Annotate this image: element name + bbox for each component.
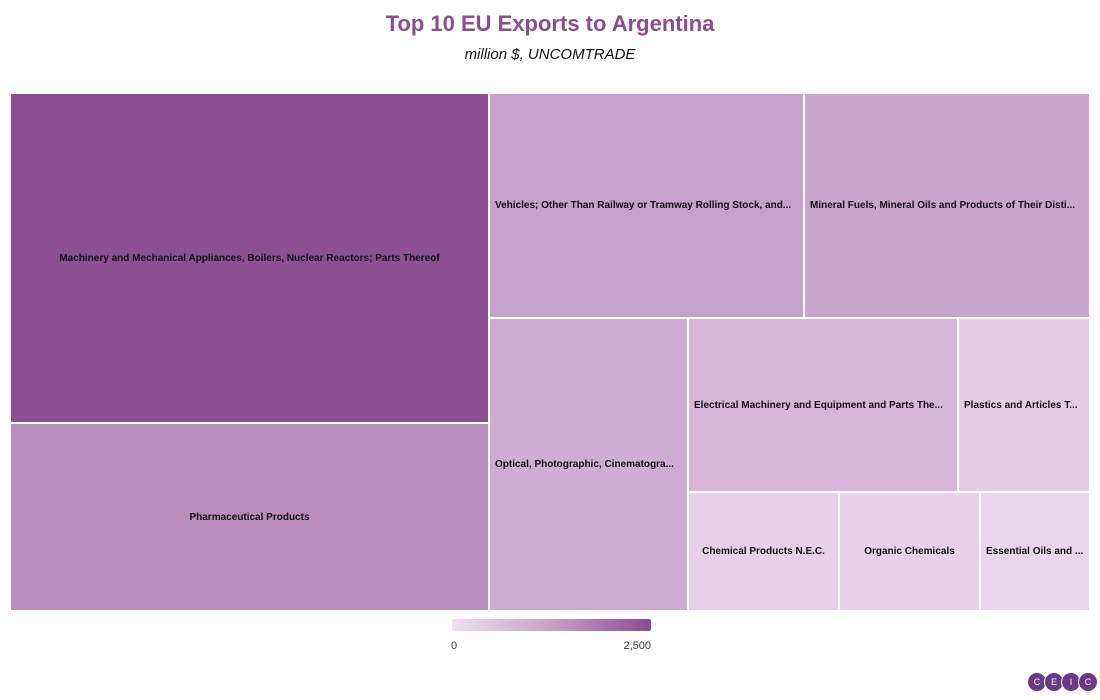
treemap-cell-label: Essential Oils and ...	[986, 546, 1084, 557]
color-scale-legend	[452, 619, 651, 631]
treemap-cell-label: Optical, Photographic, Cinematogra...	[495, 459, 674, 470]
treemap-cell[interactable]: Electrical Machinery and Equipment and P…	[688, 318, 958, 492]
logo-letter: C	[1078, 672, 1098, 692]
treemap-cell[interactable]: Mineral Fuels, Mineral Oils and Products…	[804, 93, 1090, 318]
treemap-cell-label: Vehicles; Other Than Railway or Tramway …	[495, 200, 792, 211]
treemap-cell[interactable]: Essential Oils and ...	[980, 492, 1090, 611]
treemap-cell-label: Machinery and Mechanical Appliances, Boi…	[59, 252, 440, 264]
treemap-cell-label: Electrical Machinery and Equipment and P…	[694, 399, 943, 411]
treemap-cell[interactable]: Plastics and Articles T...	[958, 318, 1090, 492]
treemap-cell[interactable]: Chemical Products N.E.C.	[688, 492, 839, 611]
treemap-cell[interactable]: Pharmaceutical Products	[10, 423, 489, 611]
legend-min-label: 0	[451, 640, 458, 652]
treemap-cell[interactable]: Optical, Photographic, Cinematogra...	[489, 318, 688, 611]
ceic-logo: C E I C	[1027, 672, 1098, 692]
treemap-cell-label: Mineral Fuels, Mineral Oils and Products…	[810, 200, 1076, 211]
treemap-cell[interactable]: Organic Chemicals	[839, 492, 980, 611]
treemap-cell-label: Plastics and Articles T...	[964, 399, 1078, 411]
chart-subtitle: million $, UNCOMTRADE	[464, 46, 636, 63]
treemap-cell[interactable]: Vehicles; Other Than Railway or Tramway …	[489, 93, 804, 318]
treemap-cell-label: Pharmaceutical Products	[189, 511, 310, 523]
treemap-cell[interactable]: Machinery and Mechanical Appliances, Boi…	[10, 93, 489, 423]
treemap-cell-label: Chemical Products N.E.C.	[702, 546, 825, 557]
chart-title: Top 10 EU Exports to Argentina	[385, 11, 715, 36]
treemap-cell-label: Organic Chemicals	[864, 546, 955, 557]
treemap: Machinery and Mechanical Appliances, Boi…	[10, 93, 1090, 611]
legend-max-label: 2,500	[623, 640, 651, 652]
